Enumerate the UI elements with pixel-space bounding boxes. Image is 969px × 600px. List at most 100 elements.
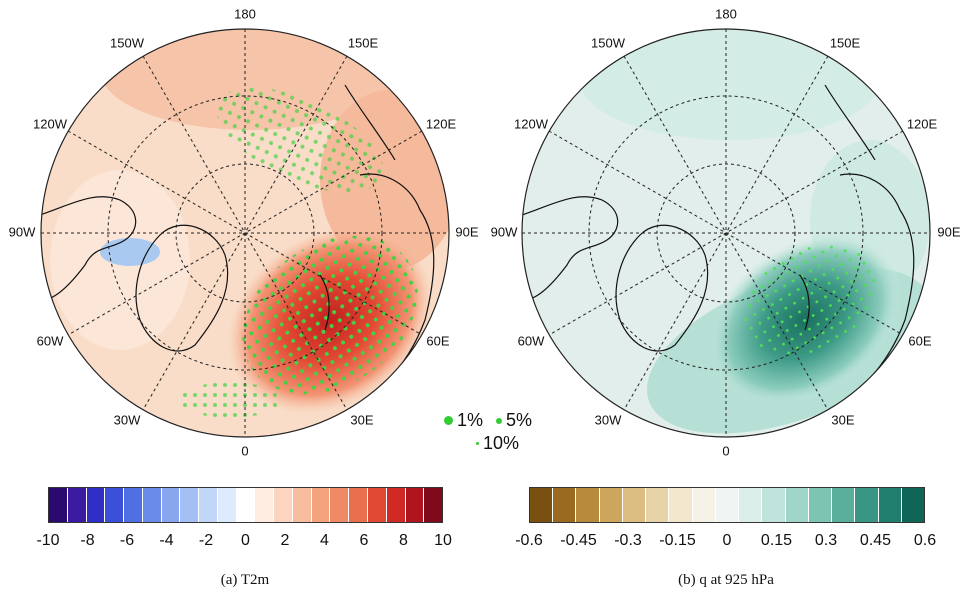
coastline-novaya-zemlya	[319, 274, 330, 331]
colorbar-tick-label: -0.45	[560, 532, 597, 549]
legend-5pct: 5%	[496, 410, 532, 431]
colorbar-swatch	[236, 488, 256, 522]
legend-5pct-label: 5%	[506, 410, 533, 430]
lon-label-30e: 30E	[350, 412, 374, 428]
significance-dots-barents	[744, 244, 876, 356]
lon-label-150w: 150W	[591, 35, 625, 51]
colorbar-swatch	[86, 488, 106, 522]
lon-label-180: 180	[234, 6, 256, 22]
colorbar-swatch	[405, 488, 425, 522]
map-panel-a	[40, 28, 450, 438]
legend-10pct-label: 10%	[483, 433, 520, 453]
lon-label-60w: 60W	[36, 333, 64, 349]
lon-label-90e: 90E	[455, 224, 479, 240]
colorbar-tick-label: 0.6	[913, 532, 937, 549]
colorbar-swatch	[785, 488, 809, 522]
lon-label-120e: 120E	[906, 116, 938, 132]
colorbar-swatch	[424, 488, 443, 522]
significance-dots-atlantic	[180, 382, 280, 418]
colorbar-tick-label: 10	[434, 532, 452, 549]
colorbar-swatch	[105, 488, 125, 522]
legend-dot-medium-icon	[496, 417, 502, 424]
colorbar-tick-label: -6	[119, 532, 135, 549]
graticule	[522, 29, 930, 437]
colorbar-swatch	[553, 488, 577, 522]
significance-dots-pacific	[216, 87, 384, 193]
lon-label-90w: 90W	[8, 224, 36, 240]
colorbar-swatch	[199, 488, 218, 522]
colorbar-swatch	[646, 488, 670, 522]
lon-label-60e: 60E	[426, 333, 450, 349]
lon-label-90e: 90E	[937, 224, 961, 240]
lon-label-60w: 60W	[517, 333, 545, 349]
colorbar-tick-label: -0.3	[614, 532, 642, 549]
colorbar-swatch	[762, 488, 786, 522]
coastline-greenland	[135, 224, 229, 352]
colorbar-swatch	[855, 488, 879, 522]
significance-dots-barents	[242, 235, 418, 395]
colorbar-swatch	[349, 488, 369, 522]
colorbar-tick-label: 0.45	[859, 532, 892, 549]
lon-label-150w: 150W	[110, 35, 144, 51]
colorbar-swatch	[49, 488, 68, 522]
colorbar-tick-label: 4	[320, 532, 329, 549]
colorbar-swatch	[67, 488, 87, 522]
lon-label-150e: 150E	[347, 35, 379, 51]
colorbar-tick-label: 8	[399, 532, 408, 549]
coastline-alaska	[344, 84, 396, 161]
colorbar-swatch	[715, 488, 740, 522]
colorbar-swatch	[622, 488, 647, 522]
colorbar-swatch	[255, 488, 275, 522]
lon-label-30w: 30W	[113, 412, 141, 428]
coastline-alaska	[824, 84, 876, 161]
colorbar-swatch	[274, 488, 293, 522]
colorbar-tick-label: -4	[159, 532, 174, 549]
colorbar-swatch	[124, 488, 143, 522]
colorbar-swatch	[878, 488, 902, 522]
lon-label-30w: 30W	[594, 412, 622, 428]
lon-label-120w: 120W	[33, 116, 67, 132]
colorbar-swatch	[599, 488, 623, 522]
lon-label-120e: 120E	[425, 116, 457, 132]
legend-1pct: 1%	[444, 410, 483, 431]
caption-panel-b: (b) q at 925 hPa	[678, 572, 774, 588]
lon-label-0: 0	[241, 443, 249, 459]
lon-label-0: 0	[722, 443, 730, 459]
colorbar-swatch	[530, 488, 554, 522]
legend-1pct-label: 1%	[457, 410, 484, 430]
colorbar-swatch	[161, 488, 181, 522]
colorbar-tick-label: 0	[241, 532, 250, 549]
colorbar-swatch	[368, 488, 387, 522]
coastline-greenland	[615, 224, 709, 352]
caption-panel-a: (a) T2m	[220, 572, 270, 588]
map-panel-b	[521, 28, 931, 438]
colorbar-tick-label: 0.3	[814, 532, 838, 549]
colorbar-swatch	[901, 488, 924, 522]
cold-anomaly-baffin	[100, 238, 160, 266]
colorbar-swatch	[739, 488, 763, 522]
colorbar-tick-label: -0.6	[515, 532, 543, 549]
lon-label-150e: 150E	[829, 35, 861, 51]
colorbar-swatch	[292, 488, 312, 522]
colorbar-tick-label: 2	[280, 532, 290, 549]
legend-dot-large-icon	[444, 416, 453, 425]
colorbar-tick-label: 0.15	[760, 532, 793, 549]
legend-dot-small-icon	[476, 442, 479, 445]
colorbar-swatch	[311, 488, 331, 522]
colorbar-q925-ticks: -0.6 -0.45 -0.3 -0.15 0 0.15 0.3 0.45 0.6	[515, 532, 936, 552]
colorbar-tick-label: -8	[80, 532, 95, 549]
colorbar-t2m-ticks: -10 -8 -6 -4 -2 0 2 4 6 8 10	[36, 532, 451, 552]
colorbar-swatch	[692, 488, 716, 522]
colorbar-q925	[529, 487, 925, 523]
colorbar-tick-label: -10	[36, 532, 60, 549]
colorbar-swatch	[142, 488, 162, 522]
colorbar-swatch	[180, 488, 200, 522]
colorbar-tick-label: 0	[722, 532, 732, 549]
colorbar-swatch	[330, 488, 350, 522]
colorbar-swatch	[576, 488, 600, 522]
colorbar-swatch	[808, 488, 833, 522]
lon-label-180: 180	[715, 6, 737, 22]
lon-label-30e: 30E	[831, 412, 855, 428]
colorbar-swatch	[386, 488, 406, 522]
lon-label-90w: 90W	[490, 224, 518, 240]
